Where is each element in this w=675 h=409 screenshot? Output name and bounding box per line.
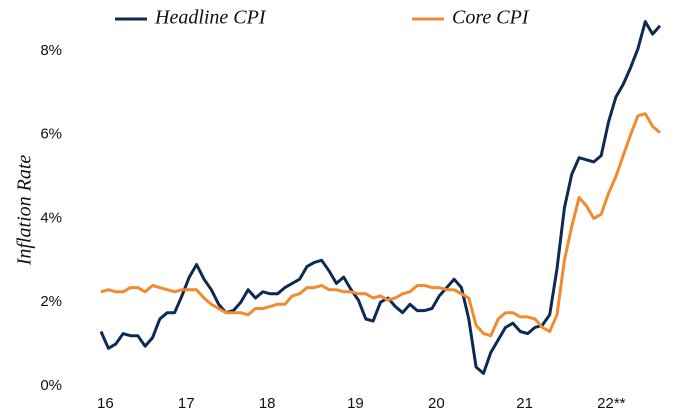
legend-label: Core CPI xyxy=(452,7,530,29)
y-axis-label: Inflation Rate xyxy=(14,155,36,267)
x-tick-label: 22** xyxy=(597,395,626,409)
x-tick-label: 16 xyxy=(97,395,114,409)
line-series xyxy=(100,112,661,338)
x-tick-label: 19 xyxy=(347,395,364,409)
x-tick-label: 18 xyxy=(259,395,276,409)
legend-label: Headline CPI xyxy=(154,7,267,29)
x-tick-label: 17 xyxy=(178,395,195,409)
y-tick-label: 8% xyxy=(40,42,62,59)
x-tick-label: 20 xyxy=(428,395,445,409)
y-tick-label: 6% xyxy=(40,126,62,143)
x-tick-label: 21 xyxy=(516,395,533,409)
line-series xyxy=(99,20,662,375)
y-tick-label: 4% xyxy=(40,209,62,226)
y-tick-label: 0% xyxy=(40,377,62,394)
y-tick-label: 2% xyxy=(40,293,62,310)
